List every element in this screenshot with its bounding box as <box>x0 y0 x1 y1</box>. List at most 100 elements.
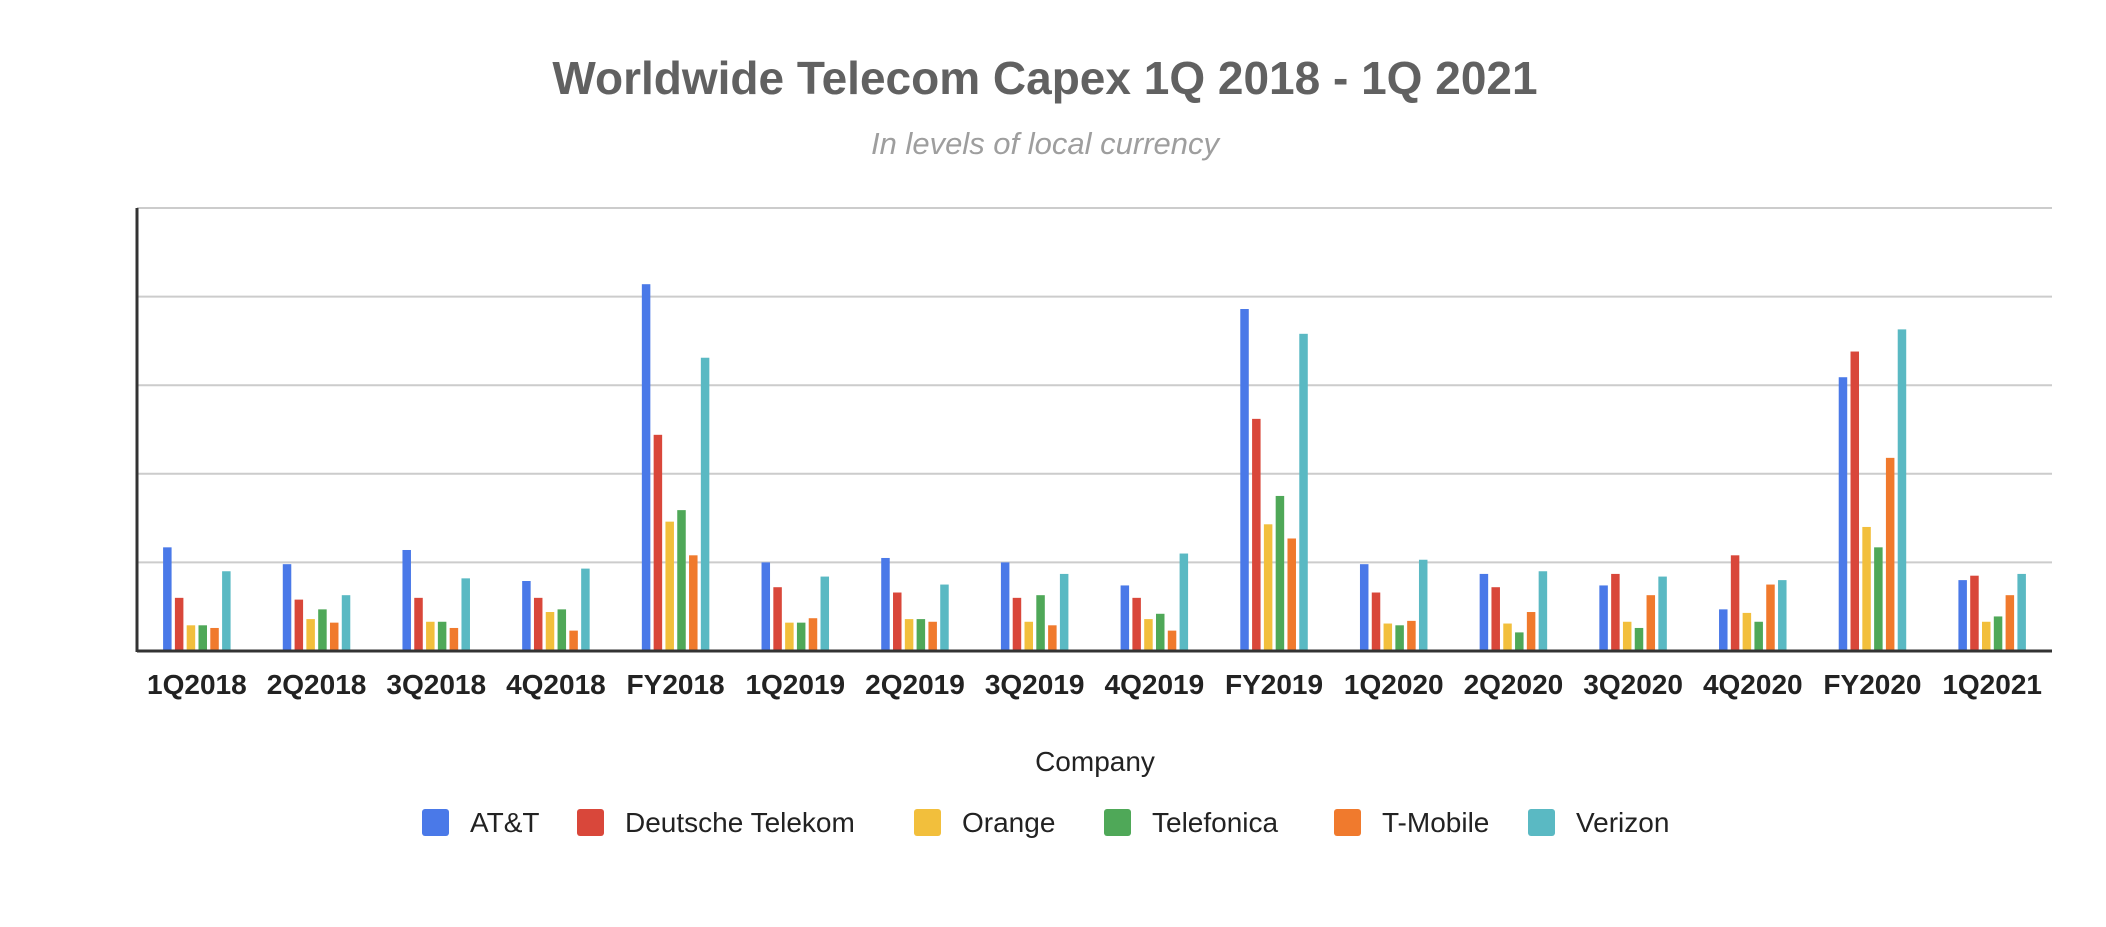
bar-telefonica-3q2020 <box>1634 627 1644 651</box>
bar-orange-2q2020 <box>1503 623 1512 651</box>
bar-t-mobile-2q2020 <box>1526 612 1536 651</box>
bar-verizon-1q2019 <box>820 576 830 651</box>
bar-at-t-fy2020 <box>1838 377 1848 651</box>
bar-orange-3q2019 <box>1024 621 1034 651</box>
bar-orange-4q2018 <box>545 612 555 651</box>
x-tick-label: 1Q2021 <box>1942 669 2042 700</box>
bar-verizon-3q2020 <box>1658 576 1667 651</box>
bar-at-t-1q2019 <box>761 562 771 651</box>
bar-verizon-4q2020 <box>1778 580 1787 651</box>
bar-orange-1q2018 <box>186 625 196 651</box>
bar-t-mobile-4q2018 <box>569 630 578 651</box>
legend-swatch <box>1104 809 1131 836</box>
x-axis-title: Company <box>1035 746 1155 777</box>
bar-telefonica-3q2019 <box>1036 595 1045 651</box>
bar-t-mobile-4q2019 <box>1167 630 1177 651</box>
bar-at-t-3q2020 <box>1599 585 1608 651</box>
bar-at-t-3q2018 <box>402 549 411 651</box>
axes <box>135 208 2052 653</box>
bar-t-mobile-4q2020 <box>1766 584 1775 651</box>
x-tick-label: FY2019 <box>1225 669 1323 700</box>
bar-t-mobile-1q2019 <box>808 618 818 651</box>
bar-at-t-2q2020 <box>1479 573 1489 651</box>
bar-verizon-fy2018 <box>700 357 710 651</box>
legend-swatch <box>422 809 449 836</box>
bar-orange-4q2020 <box>1742 612 1752 651</box>
bar-orange-4q2019 <box>1144 619 1153 651</box>
bar-verizon-1q2018 <box>222 571 231 651</box>
bar-orange-2q2019 <box>904 619 914 651</box>
legend-label: AT&T <box>470 807 539 838</box>
x-tick-label: 1Q2019 <box>745 669 845 700</box>
bar-deutsche-telekom-3q2018 <box>414 597 423 651</box>
chart-subtitle: In levels of local currency <box>871 126 1222 161</box>
x-tick-label: 2Q2018 <box>267 669 367 700</box>
bar-t-mobile-3q2020 <box>1646 595 1656 651</box>
bar-t-mobile-2q2018 <box>329 622 339 651</box>
bar-at-t-4q2018 <box>522 581 531 651</box>
bar-telefonica-2q2018 <box>318 609 327 651</box>
bar-verizon-2q2018 <box>341 595 351 651</box>
bar-t-mobile-fy2018 <box>689 555 698 651</box>
bar-deutsche-telekom-4q2019 <box>1132 597 1141 651</box>
bar-at-t-1q2018 <box>163 547 172 651</box>
bar-verizon-3q2019 <box>1059 573 1069 651</box>
bar-at-t-4q2019 <box>1120 585 1130 651</box>
bar-telefonica-1q2018 <box>198 625 207 651</box>
bar-telefonica-1q2019 <box>796 622 806 651</box>
bar-deutsche-telekom-4q2018 <box>533 597 543 651</box>
legend: AT&T Deutsche Telekom Orange Telefonica T-Mo… <box>422 807 1669 838</box>
x-tick-label: 2Q2020 <box>1464 669 1564 700</box>
bar-orange-fy2020 <box>1862 526 1871 651</box>
x-tick-label: 1Q2018 <box>147 669 247 700</box>
legend-label: Deutsche Telekom <box>625 807 855 838</box>
bar-t-mobile-1q2021 <box>2005 595 2015 651</box>
bar-verizon-fy2019 <box>1299 333 1308 651</box>
legend-label: Verizon <box>1576 807 1669 838</box>
bar-telefonica-2q2020 <box>1515 632 1524 651</box>
bar-telefonica-4q2018 <box>557 609 567 651</box>
bar-verizon-1q2021 <box>2017 573 2026 651</box>
bar-verizon-3q2018 <box>461 578 470 651</box>
legend-label: Orange <box>962 807 1055 838</box>
bars <box>163 284 2026 651</box>
bar-telefonica-1q2021 <box>1993 616 2003 651</box>
legend-label: T-Mobile <box>1382 807 1489 838</box>
bar-verizon-2q2019 <box>940 584 949 651</box>
bar-telefonica-4q2020 <box>1754 621 1763 651</box>
bar-t-mobile-fy2019 <box>1287 538 1296 651</box>
bar-deutsche-telekom-1q2021 <box>1970 575 1979 651</box>
x-tick-label: 4Q2020 <box>1703 669 1803 700</box>
x-tick-label: 4Q2018 <box>506 669 606 700</box>
x-tick-label: FY2020 <box>1823 669 1921 700</box>
legend-swatch <box>577 809 604 836</box>
bar-at-t-fy2018 <box>641 284 651 651</box>
x-tick-label: FY2018 <box>627 669 725 700</box>
bar-at-t-2q2018 <box>282 564 292 651</box>
bar-deutsche-telekom-fy2018 <box>653 434 663 651</box>
bar-deutsche-telekom-fy2019 <box>1252 418 1261 651</box>
bar-verizon-4q2018 <box>581 568 590 651</box>
bar-deutsche-telekom-fy2020 <box>1850 351 1860 651</box>
x-tick-label: 4Q2019 <box>1105 669 1205 700</box>
x-axis-tick-labels: 1Q2018 2Q2018 3Q2018 4Q2018 FY2018 1Q2019 2Q20… <box>147 669 2042 700</box>
legend-swatch <box>1334 809 1361 836</box>
bar-orange-1q2020 <box>1383 623 1393 651</box>
bar-at-t-fy2019 <box>1240 309 1249 651</box>
bar-t-mobile-3q2019 <box>1048 625 1057 651</box>
bar-deutsche-telekom-2q2019 <box>893 592 902 651</box>
bar-t-mobile-1q2018 <box>210 627 219 651</box>
x-tick-label: 1Q2020 <box>1344 669 1444 700</box>
bar-at-t-1q2020 <box>1359 564 1369 651</box>
bar-orange-1q2021 <box>1982 621 1991 651</box>
bar-telefonica-fy2019 <box>1275 495 1285 651</box>
bar-verizon-2q2020 <box>1538 571 1548 651</box>
bar-telefonica-1q2020 <box>1395 625 1404 651</box>
x-tick-label: 3Q2020 <box>1583 669 1683 700</box>
x-tick-label: 3Q2019 <box>985 669 1085 700</box>
bar-at-t-2q2019 <box>881 557 890 651</box>
legend-swatch <box>914 809 941 836</box>
legend-swatch <box>1528 809 1555 836</box>
